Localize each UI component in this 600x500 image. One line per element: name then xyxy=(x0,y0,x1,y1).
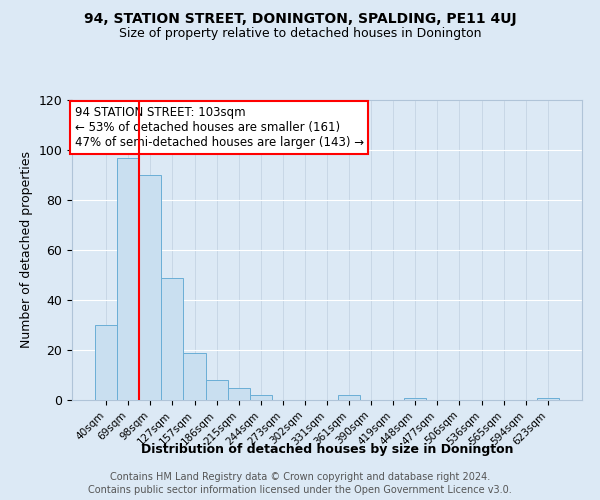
Bar xyxy=(227,388,250,400)
Bar xyxy=(338,395,360,400)
Text: 94, STATION STREET, DONINGTON, SPALDING, PE11 4UJ: 94, STATION STREET, DONINGTON, SPALDING,… xyxy=(83,12,517,26)
Bar xyxy=(184,352,206,400)
Bar xyxy=(161,278,184,400)
Bar xyxy=(95,325,117,400)
Text: Contains public sector information licensed under the Open Government Licence v3: Contains public sector information licen… xyxy=(88,485,512,495)
Text: Distribution of detached houses by size in Donington: Distribution of detached houses by size … xyxy=(141,442,513,456)
Text: Contains HM Land Registry data © Crown copyright and database right 2024.: Contains HM Land Registry data © Crown c… xyxy=(110,472,490,482)
Bar xyxy=(250,395,272,400)
Bar xyxy=(537,398,559,400)
Bar xyxy=(139,175,161,400)
Bar xyxy=(117,158,139,400)
Bar xyxy=(404,398,427,400)
Bar xyxy=(206,380,227,400)
Text: 94 STATION STREET: 103sqm
← 53% of detached houses are smaller (161)
47% of semi: 94 STATION STREET: 103sqm ← 53% of detac… xyxy=(74,106,364,149)
Text: Size of property relative to detached houses in Donington: Size of property relative to detached ho… xyxy=(119,28,481,40)
Y-axis label: Number of detached properties: Number of detached properties xyxy=(20,152,33,348)
